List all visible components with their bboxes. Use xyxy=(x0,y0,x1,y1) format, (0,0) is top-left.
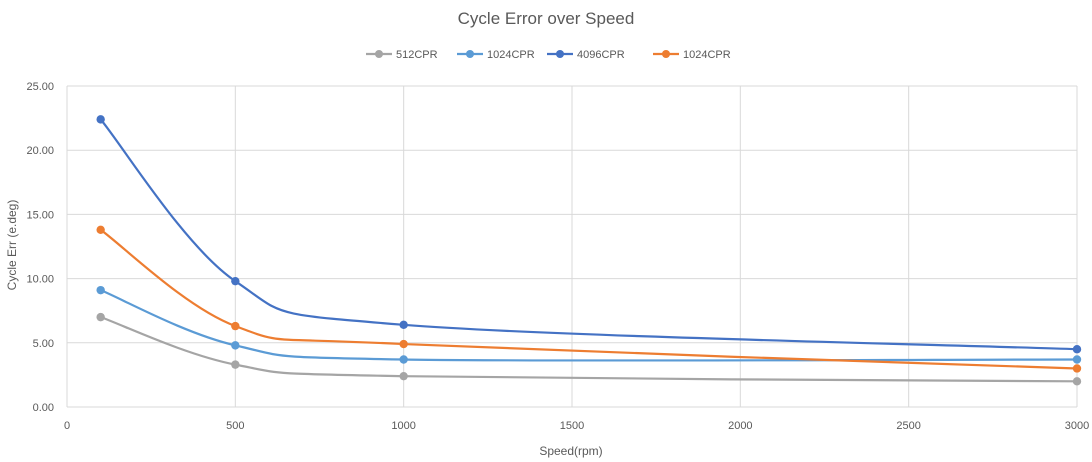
y-axis-label: Cycle Err (e.deg) xyxy=(5,200,19,291)
x-tick-label: 0 xyxy=(64,420,70,432)
series-points xyxy=(96,115,1082,386)
data-point-0 xyxy=(231,360,240,369)
data-point-0 xyxy=(96,312,105,322)
y-tick-label: 5.00 xyxy=(33,338,54,350)
x-tick-label: 500 xyxy=(226,420,244,432)
x-axis-label: Speed(rpm) xyxy=(539,444,602,458)
data-point-0 xyxy=(1072,377,1082,386)
data-point-1 xyxy=(1072,355,1082,364)
x-tick-label: 1000 xyxy=(391,420,415,432)
series-lines xyxy=(99,118,1078,383)
y-tick-label: 0.00 xyxy=(33,402,54,414)
legend-label-1: 1024CPR xyxy=(487,49,535,61)
x-axis-ticks: 0 500 1000 1500 2000 2500 3000 xyxy=(64,420,1089,432)
data-point-2 xyxy=(96,115,105,124)
series-line-0 xyxy=(100,316,1078,383)
legend: 512CPR 1024CPR 4096CPR 1024CPR xyxy=(366,49,731,61)
data-point-2 xyxy=(399,320,408,330)
legend-marker-1 xyxy=(466,50,474,58)
legend-marker-3 xyxy=(662,50,670,58)
y-tick-label: 10.00 xyxy=(26,274,54,286)
series-line-2 xyxy=(99,118,1078,351)
data-point-3 xyxy=(1072,364,1082,373)
data-point-3 xyxy=(96,225,105,235)
legend-marker-2 xyxy=(556,50,564,58)
series-line-3 xyxy=(100,228,1078,370)
series-line-1 xyxy=(100,289,1078,362)
data-point-3 xyxy=(231,321,240,331)
data-point-1 xyxy=(399,355,408,364)
x-tick-label: 2000 xyxy=(728,420,752,432)
y-axis-ticks: 0.00 5.00 10.00 15.00 20.00 25.00 xyxy=(26,81,54,414)
legend-label-0: 512CPR xyxy=(396,49,438,61)
legend-label-2: 4096CPR xyxy=(577,49,625,61)
data-point-1 xyxy=(231,341,240,350)
data-point-1 xyxy=(96,285,105,295)
y-tick-label: 25.00 xyxy=(26,81,54,93)
data-point-0 xyxy=(399,371,408,381)
y-tick-label: 15.00 xyxy=(26,209,54,221)
legend-label-3: 1024CPR xyxy=(683,49,731,61)
x-tick-label: 2500 xyxy=(896,420,920,432)
chart-title: Cycle Error over Speed xyxy=(458,9,635,28)
x-tick-label: 3000 xyxy=(1065,420,1089,432)
y-tick-label: 20.00 xyxy=(26,145,54,157)
legend-marker-0 xyxy=(375,50,383,58)
data-point-3 xyxy=(399,339,408,349)
data-point-2 xyxy=(231,276,240,286)
x-tick-label: 1500 xyxy=(560,420,584,432)
data-point-2 xyxy=(1072,345,1082,354)
